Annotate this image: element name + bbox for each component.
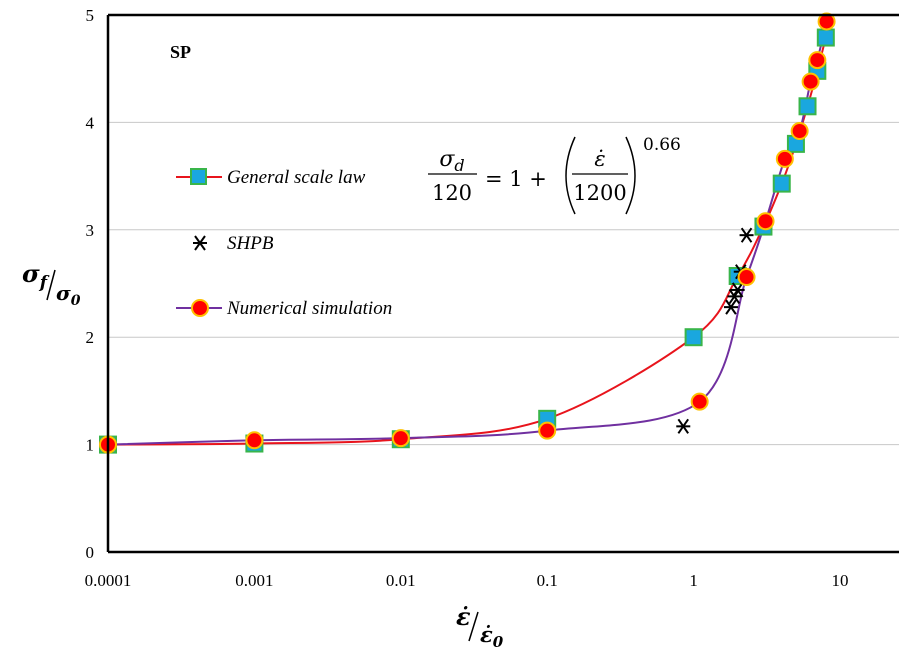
equation-exponent: 0.66: [643, 135, 681, 155]
equation-frac-numerator: ε̇: [594, 147, 605, 171]
numerical-simulation-point: [756, 212, 775, 231]
x-axis-label-numerator: ε̇: [456, 602, 471, 631]
x-tick-label-1: 1: [689, 571, 698, 590]
scale-law-equation: σd 120 = 1 + ε̇ 1200 0.66: [428, 135, 681, 215]
x-tick-label-0.001: 0.001: [235, 571, 273, 590]
shpb-point: [723, 299, 738, 315]
legend: General scale law SHPB Numerical simulat…: [176, 167, 392, 319]
y-axis-label-slash: [46, 269, 56, 301]
general-scale-law-point: [798, 97, 817, 116]
legend-label-numerical-simulation: Numerical simulation: [226, 298, 392, 319]
panel-label: SP: [170, 42, 191, 62]
shpb-point-stroke-2: [731, 282, 744, 298]
numerical-simulation-point: [690, 392, 709, 411]
axes: [106, 13, 899, 554]
shpb-point: [730, 282, 745, 298]
equation-right-paren: [625, 136, 636, 215]
numerical-simulation-point: [737, 268, 756, 287]
tick-labels: 0 1 2 3 4 5 0.0001 0.001 0.01 0.1 1 10: [85, 6, 849, 590]
x-tick-label-0.01: 0.01: [386, 571, 416, 590]
numerical-simulation-point: [808, 51, 827, 70]
numerical-simulation-point: [801, 72, 820, 91]
general-scale-law-point: [684, 328, 703, 347]
y-tick-label-5: 5: [86, 6, 95, 25]
legend-marker-general-scale-law: [190, 168, 207, 185]
y-axis-label-denominator: σ0: [56, 281, 81, 309]
y-axis-label: σf σ0: [22, 259, 81, 309]
legend-shpb-stroke-2: [194, 235, 206, 251]
equation-lhs-denominator: 120: [432, 181, 472, 205]
y-tick-label-2: 2: [86, 328, 95, 347]
shpb-point-stroke-2: [725, 299, 737, 315]
numerical-simulation-point: [391, 429, 410, 448]
x-tick-label-0.0001: 0.0001: [85, 571, 132, 590]
x-tick-label-0.1: 0.1: [537, 571, 558, 590]
x-axis-label-slash: [468, 611, 479, 642]
shpb-point: [676, 418, 691, 434]
y-tick-label-1: 1: [86, 436, 95, 455]
y-axis-label-numerator: σf: [22, 259, 50, 293]
shpb-point-stroke-2: [740, 227, 753, 243]
numerical-simulation-point: [775, 149, 794, 168]
legend-entry-shpb: SHPB: [193, 233, 274, 254]
x-axis-label-denominator: ε̇0: [480, 622, 504, 650]
shpb-point: [739, 227, 754, 243]
equation-rhs: = 1 +: [485, 167, 547, 191]
legend-entry-general-scale-law: General scale law: [176, 167, 366, 188]
legend-entry-numerical-simulation: Numerical simulation: [176, 298, 392, 319]
x-axis-label: ε̇ ε̇0: [456, 602, 504, 650]
numerical-simulation-point: [790, 121, 809, 140]
numerical-simulation-point: [245, 431, 264, 450]
general-scale-law-point: [772, 174, 791, 193]
equation-frac-denominator: 1200: [573, 181, 626, 205]
shpb-point: [727, 288, 742, 304]
y-tick-label-3: 3: [86, 221, 95, 240]
numerical-simulation-point: [538, 421, 557, 440]
legend-marker-numerical-simulation: [191, 299, 209, 317]
y-tick-label-0: 0: [86, 543, 95, 562]
legend-label-shpb: SHPB: [227, 233, 274, 254]
legend-marker-shpb: [193, 235, 207, 251]
legend-label-general-scale-law: General scale law: [227, 167, 366, 188]
shpb-point-stroke-2: [728, 288, 741, 304]
shpb-point-stroke-2: [677, 418, 689, 434]
equation-left-paren: [565, 136, 576, 215]
y-tick-label-4: 4: [86, 113, 95, 132]
x-tick-label-10: 10: [832, 571, 849, 590]
general-scale-law-point: [816, 28, 835, 47]
numerical-simulation-point: [817, 12, 836, 31]
